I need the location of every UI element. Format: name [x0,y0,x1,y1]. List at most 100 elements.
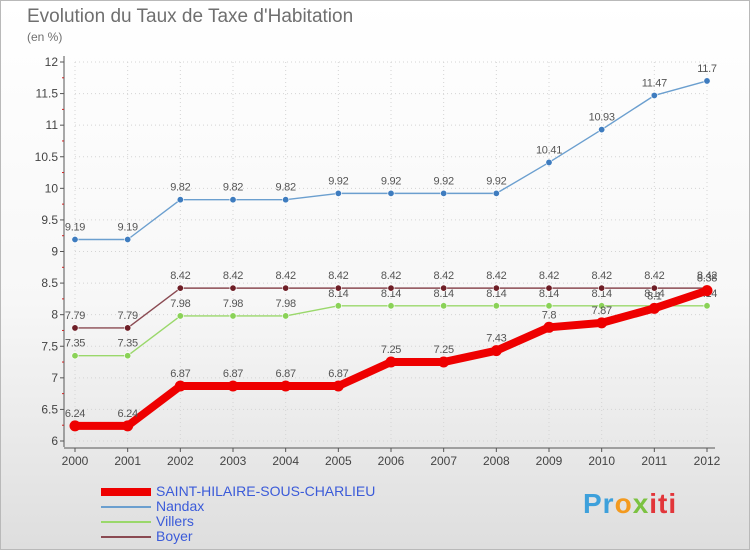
data-label-boyer: 7.79 [118,310,138,322]
data-point-nandax [124,235,132,243]
data-label-saint-hilaire-sous-charlieu: 6.24 [65,408,85,420]
data-point-boyer [229,284,237,292]
data-point-saint-hilaire-sous-charlieu [69,420,81,432]
data-point-nandax [703,77,711,85]
data-point-boyer [492,284,500,292]
legend-label: SAINT-HILAIRE-SOUS-CHARLIEU [156,483,376,499]
y-tick-label: 11.5 [36,87,59,101]
data-label-boyer: 7.79 [65,310,85,322]
data-point-boyer [387,284,395,292]
data-label-villers: 7.98 [223,298,243,310]
data-point-boyer [282,284,290,292]
data-label-saint-hilaire-sous-charlieu: 7.25 [434,344,454,356]
data-point-nandax [492,189,500,197]
y-tick-label: 9.5 [41,213,58,227]
data-point-saint-hilaire-sous-charlieu [122,420,134,432]
data-point-villers [492,302,500,310]
data-label-villers: 8.14 [381,288,401,300]
data-label-saint-hilaire-sous-charlieu: 6.24 [118,408,138,420]
y-tick-label: 9 [51,245,58,259]
data-point-nandax [440,189,448,197]
data-label-boyer: 8.42 [170,270,190,282]
x-tick-label: 2009 [536,454,563,468]
data-label-nandax: 9.92 [434,175,454,187]
legend-item-nandax: Nandax [101,499,375,514]
data-point-villers [703,302,711,310]
legend: SAINT-HILAIRE-SOUS-CHARLIEU Nandax Ville… [101,484,375,544]
data-label-saint-hilaire-sous-charlieu: 6.87 [328,368,348,380]
data-point-saint-hilaire-sous-charlieu [438,356,450,368]
data-label-villers: 7.98 [276,298,296,310]
data-point-saint-hilaire-sous-charlieu [596,317,608,329]
data-point-boyer [650,284,658,292]
data-point-nandax [229,196,237,204]
data-point-nandax [71,235,79,243]
legend-label: Boyer [156,528,193,544]
data-label-boyer: 8.42 [697,270,717,282]
x-tick-label: 2008 [483,454,510,468]
data-point-villers [282,312,290,320]
data-label-nandax: 9.19 [118,221,138,233]
data-point-villers [598,302,606,310]
data-point-boyer [176,284,184,292]
x-tick-label: 2011 [641,454,667,468]
data-label-saint-hilaire-sous-charlieu: 7.25 [381,344,401,356]
data-label-saint-hilaire-sous-charlieu: 7.8 [542,309,557,321]
data-point-boyer [545,284,553,292]
y-tick-label: 11 [46,118,59,132]
data-point-boyer [440,284,448,292]
data-label-boyer: 8.42 [434,270,454,282]
data-point-nandax [598,126,606,134]
data-point-boyer [71,324,79,332]
data-label-boyer: 8.42 [644,270,664,282]
data-label-saint-hilaire-sous-charlieu: 6.87 [223,368,243,380]
data-label-boyer: 8.42 [486,270,506,282]
y-tick-label: 8.5 [41,276,58,290]
y-tick-label: 6 [51,434,58,448]
data-label-nandax: 9.92 [381,175,401,187]
chart-title: Evolution du Taux de Taxe d'Habitation [27,6,354,27]
data-point-villers [334,302,342,310]
data-point-saint-hilaire-sous-charlieu [701,285,713,297]
data-label-saint-hilaire-sous-charlieu: 6.87 [276,368,296,380]
legend-swatch-boyer [101,535,151,538]
data-label-nandax: 9.92 [486,175,506,187]
x-tick-label: 2004 [272,454,299,468]
x-tick-label: 2010 [588,454,615,468]
data-point-nandax [387,189,395,197]
data-point-boyer [124,324,132,332]
data-label-villers: 7.35 [118,338,138,350]
data-point-saint-hilaire-sous-charlieu [227,380,239,392]
legend-item-boyer: Boyer [101,529,375,544]
data-label-villers: 8.14 [644,288,664,300]
legend-swatch-saint-hilaire [101,487,151,496]
data-label-villers: 7.35 [65,338,85,350]
y-tick-label: 6.5 [41,402,58,416]
data-label-saint-hilaire-sous-charlieu: 6.87 [170,368,190,380]
chart-subtitle: (en %) [27,30,63,44]
data-label-saint-hilaire-sous-charlieu: 7.87 [592,305,612,317]
data-label-villers: 8.14 [592,288,612,300]
data-label-nandax: 11.7 [697,63,717,75]
data-label-villers: 8.14 [539,288,559,300]
data-point-saint-hilaire-sous-charlieu [280,380,292,392]
data-label-nandax: 9.82 [276,182,296,194]
data-label-boyer: 8.42 [592,270,612,282]
data-label-villers: 7.98 [170,298,190,310]
x-tick-label: 2007 [430,454,457,468]
series-line-nandax [75,80,708,241]
data-point-villers [545,302,553,310]
data-label-saint-hilaire-sous-charlieu: 7.43 [486,333,506,345]
data-point-nandax [176,196,184,204]
y-tick-label: 12 [45,55,59,69]
data-label-villers: 8.14 [486,288,506,300]
y-tick-label: 10.5 [35,150,59,164]
y-tick-label: 7.5 [41,339,58,353]
legend-swatch-villers [101,520,151,523]
data-label-boyer: 8.42 [539,270,559,282]
data-point-saint-hilaire-sous-charlieu [490,345,502,357]
data-label-nandax: 10.41 [536,144,562,156]
data-point-boyer [334,284,342,292]
x-tick-label: 2000 [62,454,89,468]
